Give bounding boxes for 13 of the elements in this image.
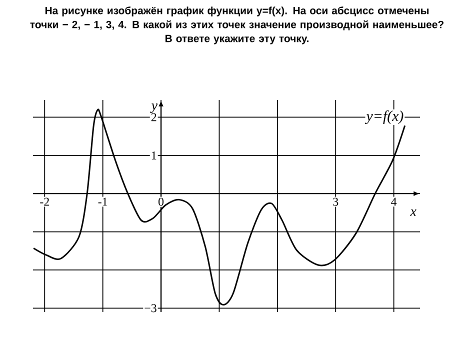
y-tick-label: −3 (144, 304, 156, 312)
x-axis-title: x (410, 210, 416, 216)
x-tick-label: -2 (40, 198, 49, 206)
y-tick-label: 2 (151, 113, 156, 122)
x-tick-label: 4 (391, 198, 397, 206)
x-tick-label: 0 (158, 198, 164, 206)
y-axis-title: y (150, 104, 158, 113)
y-tick-label: 1 (152, 151, 156, 160)
x-tick-label: -1 (98, 198, 108, 206)
chart-subtitle: В ответе укажите эту точку. (166, 34, 308, 44)
x-tick-label: 3 (333, 198, 338, 206)
series-label: y=f(x) (364, 110, 404, 124)
chart-title: На рисунке изображён график функции y=f(x). На оси абсцисс отмечены точки − 2, − 1, 3, 4. В какой из этих точек значение производной наименьшее? (30, 6, 444, 30)
